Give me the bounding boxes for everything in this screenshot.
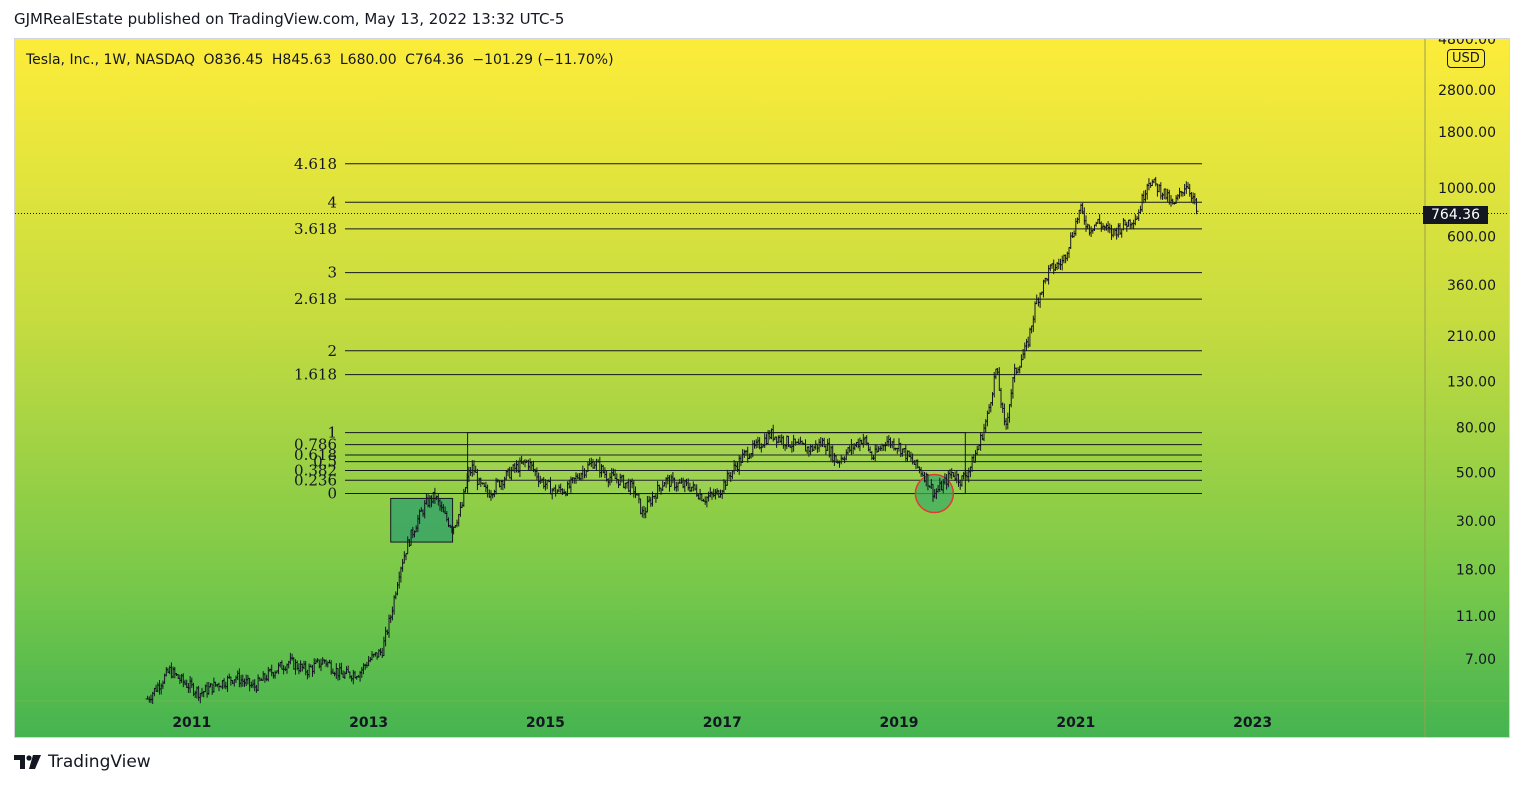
price-tick-label: 600.00 <box>1447 229 1496 245</box>
change-value: −101.29 (−11.70%) <box>472 52 614 68</box>
currency-button[interactable]: USD <box>1447 49 1485 68</box>
fib-level-label: 1.618 <box>294 366 337 384</box>
low-value: L680.00 <box>339 52 397 68</box>
fib-level-label: 2.618 <box>294 290 337 308</box>
year-tick-label: 2023 <box>1233 715 1272 731</box>
year-tick-label: 2019 <box>880 715 919 731</box>
time-axis-labels: 2011 2013 2015 2017 2019 2021 2023 <box>172 715 1272 731</box>
price-tick-label: 130.00 <box>1447 375 1496 391</box>
publisher-line: GJMRealEstate published on TradingView.c… <box>14 10 565 28</box>
fib-level-label: 3 <box>327 264 337 282</box>
price-tick-label: 1800.00 <box>1438 125 1496 141</box>
year-tick-label: 2021 <box>1056 715 1095 731</box>
fib-level-label: 4.618 <box>294 155 337 173</box>
price-tick-label: 80.00 <box>1456 421 1496 437</box>
price-tick-label: 2800.00 <box>1438 83 1496 99</box>
fib-level-label: 2 <box>327 342 337 360</box>
fib-level-label: 0.236 <box>294 471 337 489</box>
price-axis-labels: 4800.00 2800.00 1800.00 1000.00 600.00 360.00… <box>1438 39 1496 668</box>
fib-level-label: 0.786 <box>294 436 337 454</box>
open-value: O836.45 <box>203 52 264 68</box>
brand[interactable]: TradingView <box>14 752 151 772</box>
fib-level-label: 0.618 <box>294 446 337 464</box>
price-tick-label: 7.00 <box>1465 652 1496 668</box>
symbol-name: Tesla, Inc., 1W, NASDAQ <box>26 52 195 68</box>
price-tick-label: 50.00 <box>1456 465 1496 481</box>
price-tick-label: 30.00 <box>1456 514 1496 530</box>
fib-level-label: 0 <box>327 485 337 503</box>
price-tick-label: 11.00 <box>1456 609 1496 625</box>
year-tick-label: 2011 <box>172 715 211 731</box>
high-value: H845.63 <box>271 52 332 68</box>
year-tick-label: 2017 <box>703 715 742 731</box>
tradingview-logo-icon <box>14 755 41 769</box>
fib-level-label: 0.382 <box>294 461 337 479</box>
chart-area[interactable]: 4.618 4 3.618 3 2.618 2 1.618 1 0.786 0.618 0.5 0.3… <box>14 38 1510 738</box>
price-chart[interactable]: 4.618 4 3.618 3 2.618 2 1.618 10.7860.6180.50.3… <box>15 39 1510 738</box>
fib-level-label: 3.618 <box>294 220 337 238</box>
brand-name: TradingView <box>48 752 151 772</box>
symbol-header: Tesla, Inc., 1W, NASDAQ O836.45 H845.63 … <box>26 52 618 68</box>
fib-level-label: 0.5 <box>313 453 337 471</box>
last-price-label: 764.36 <box>1423 206 1488 224</box>
price-series <box>15 176 1509 705</box>
accumulation-box[interactable] <box>390 497 454 543</box>
price-tick-label: 4800.00 <box>1438 39 1496 48</box>
price-tick-label: 360.00 <box>1447 278 1496 294</box>
close-value: C764.36 <box>405 52 464 68</box>
year-tick-label: 2015 <box>526 715 565 731</box>
fib-retracement[interactable]: 4.618 4 3.618 3 2.618 2 1.618 10.7860.6180.50.3… <box>294 155 1202 503</box>
price-tick-label: 1000.00 <box>1438 181 1496 197</box>
fib-level-label: 1 <box>327 424 337 442</box>
fib-level-label: 4 <box>327 193 337 211</box>
price-tick-label: 210.00 <box>1447 329 1496 345</box>
price-tick-label: 18.00 <box>1456 562 1496 578</box>
year-tick-label: 2013 <box>349 715 388 731</box>
